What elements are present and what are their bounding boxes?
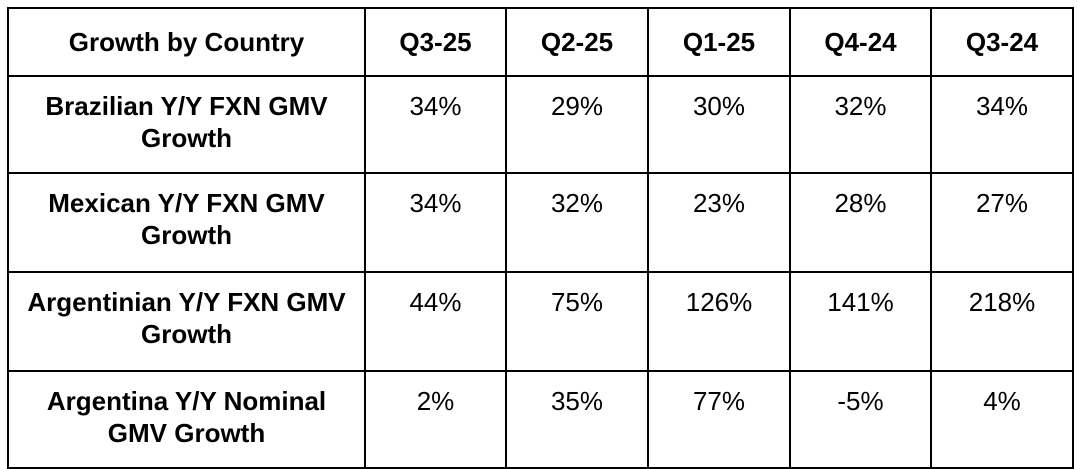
page: Growth by Country Q3-25 Q2-25 Q1-25 Q4-24 Q3-… <box>7 7 1074 469</box>
value-cell: 34% <box>930 75 1074 174</box>
value-cell: 141% <box>789 271 932 372</box>
row-label: Mexican Y/Y FXN GMV Growth <box>7 172 366 273</box>
column-header: Q3-24 <box>930 7 1074 77</box>
header-row: Growth by Country Q3-25 Q2-25 Q1-25 Q4-24 Q3-… <box>7 7 1074 77</box>
value-cell: 218% <box>930 271 1074 372</box>
value-cell: 32% <box>789 75 932 174</box>
column-header: Q4-24 <box>789 7 932 77</box>
column-header: Q3-25 <box>364 7 507 77</box>
value-cell: 126% <box>647 271 791 372</box>
column-header: Q2-25 <box>505 7 649 77</box>
table-row: Mexican Y/Y FXN GMV Growth 34% 32% 23% 28% 27… <box>7 172 1074 273</box>
value-cell: 4% <box>930 370 1074 469</box>
table-row: Argentina Y/Y Nominal GMV Growth 2% 35% 77%… <box>7 370 1074 469</box>
table-body: Brazilian Y/Y FXN GMV Growth 34% 29% 30% 32%… <box>7 75 1074 469</box>
value-cell: 27% <box>930 172 1074 273</box>
row-label: Argentinian Y/Y FXN GMV Growth <box>7 271 366 372</box>
value-cell: 34% <box>364 75 507 174</box>
value-cell: 75% <box>505 271 649 372</box>
value-cell: 34% <box>364 172 507 273</box>
value-cell: 28% <box>789 172 932 273</box>
column-header: Q1-25 <box>647 7 791 77</box>
value-cell: 32% <box>505 172 649 273</box>
value-cell: -5% <box>789 370 932 469</box>
value-cell: 44% <box>364 271 507 372</box>
value-cell: 23% <box>647 172 791 273</box>
table-row: Brazilian Y/Y FXN GMV Growth 34% 29% 30% 32%… <box>7 75 1074 174</box>
value-cell: 35% <box>505 370 649 469</box>
row-label: Brazilian Y/Y FXN GMV Growth <box>7 75 366 174</box>
row-label: Argentina Y/Y Nominal GMV Growth <box>7 370 366 469</box>
value-cell: 2% <box>364 370 507 469</box>
growth-table: Growth by Country Q3-25 Q2-25 Q1-25 Q4-24 Q3-… <box>7 7 1074 469</box>
table-row: Argentinian Y/Y FXN GMV Growth 44% 75% 126%… <box>7 271 1074 372</box>
value-cell: 30% <box>647 75 791 174</box>
header-label: Growth by Country <box>7 7 366 77</box>
value-cell: 29% <box>505 75 649 174</box>
value-cell: 77% <box>647 370 791 469</box>
